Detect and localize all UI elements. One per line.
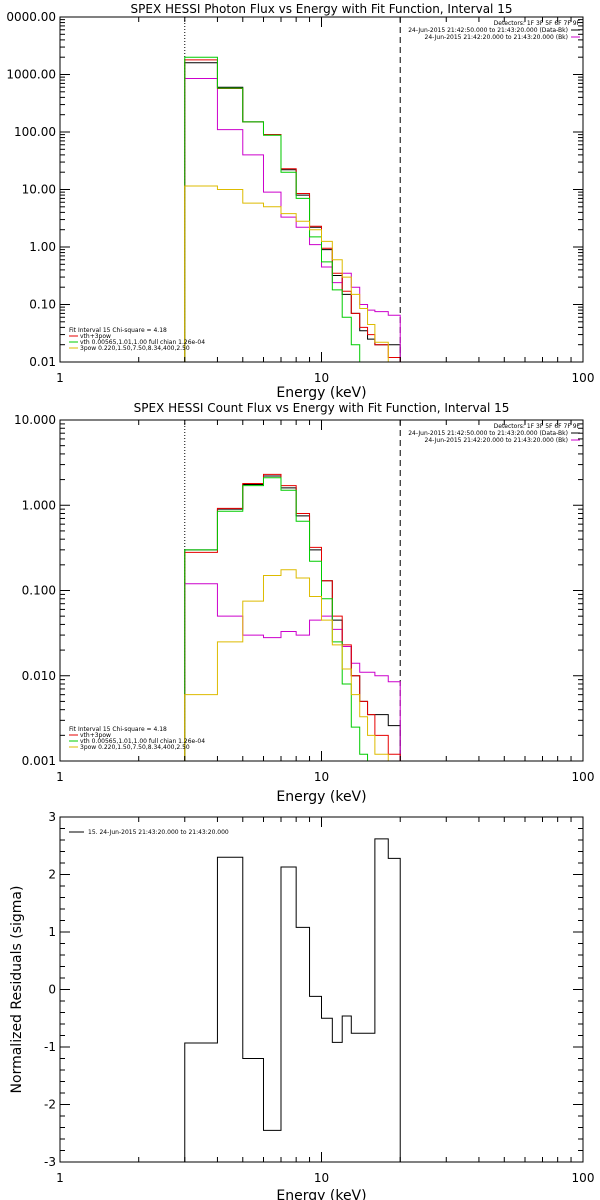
y-tick-label: 0	[48, 983, 56, 997]
series-line-3pow	[184, 569, 401, 761]
x-tick-label: 100	[572, 770, 595, 784]
legend-entry: vth 0.00565,1.01,1.00 full chian 1.26e-0…	[80, 339, 205, 346]
y-tick-label: -2	[44, 1098, 56, 1112]
legend-entry: 3pow 0.220,1.50,7.50,8.34,400,2.50	[80, 744, 190, 751]
y-tick-label: -1	[44, 1040, 56, 1054]
plot-title: SPEX HESSI Photon Flux vs Energy with Fi…	[131, 2, 513, 16]
y-tick-label: 1.00	[29, 240, 56, 254]
legend-entry: vth+3pow	[80, 732, 111, 739]
y-tick-label: 0.001	[22, 754, 56, 768]
y-tick-label: 3	[48, 810, 56, 824]
legend-entry: 3pow 0.220,1.50,7.50,8.34,400,2.50	[80, 345, 190, 352]
series-line-bk	[184, 78, 401, 362]
legend-entry: 15. 24-Jun-2015 21:43:20.000 to 21:43:20…	[88, 829, 229, 836]
series-line-residuals	[184, 838, 401, 1162]
series-line-vth	[184, 477, 401, 761]
x-axis-label: Energy (keV)	[276, 789, 366, 805]
y-tick-label: 1	[48, 925, 56, 939]
legend-entry: vth+3pow	[80, 333, 111, 340]
series-line-3pow	[184, 185, 401, 362]
data-interval-text: 24-Jun-2015 21:42:50.000 to 21:43:20.000…	[408, 27, 568, 34]
x-tick-label: 1	[56, 371, 64, 385]
x-axis-label: Energy (keV)	[276, 385, 366, 401]
data-interval-text: 24-Jun-2015 21:42:50.000 to 21:43:20.000…	[408, 430, 568, 437]
x-tick-label: 10	[314, 1171, 329, 1185]
y-tick-label: 2	[48, 868, 56, 882]
y-axis-label: Normalized Residuals (sigma)	[9, 886, 25, 1094]
y-tick-label: 0.100	[22, 584, 56, 598]
plot-frame	[59, 816, 584, 1163]
legend-header: Fit Interval 15 Chi-square = 4.18	[69, 327, 167, 334]
plot-title: SPEX HESSI Count Flux vs Energy with Fit…	[134, 401, 510, 415]
plot-frame	[59, 16, 584, 363]
y-tick-label: 10.000	[14, 413, 56, 427]
legend-header: Fit Interval 15 Chi-square = 4.18	[69, 726, 167, 733]
y-tick-label: 1000.00	[6, 68, 56, 82]
x-tick-label: 1	[56, 770, 64, 784]
y-tick-label: -3	[44, 1155, 56, 1169]
detectors-text: Detectors: 1F 3F 5F 6F 7F 9F	[494, 20, 581, 27]
x-tick-label: 10	[314, 770, 329, 784]
background-interval-text: 24-Jun-2015 21:42:20.000 to 21:43:20.000…	[425, 34, 568, 41]
y-tick-label: 0000.00	[6, 10, 56, 24]
series-line-vth	[184, 56, 401, 362]
y-tick-label: 0.010	[22, 669, 56, 683]
legend-entry: vth 0.00565,1.01,1.00 full chian 1.26e-0…	[80, 738, 205, 745]
y-tick-label: 10.00	[22, 183, 56, 197]
x-tick-label: 10	[314, 371, 329, 385]
y-tick-label: 0.10	[29, 298, 56, 312]
y-tick-label: 1.000	[22, 498, 56, 512]
series-line-vth-3pow	[184, 473, 401, 761]
x-tick-label: 100	[572, 1171, 595, 1185]
x-tick-label: 100	[572, 371, 595, 385]
y-tick-label: 100.00	[14, 125, 56, 139]
background-interval-text: 24-Jun-2015 21:42:20.000 to 21:43:20.000…	[425, 437, 568, 444]
y-tick-label: 0.01	[29, 355, 56, 369]
detectors-text: Detectors: 1F 3F 5F 6F 7F 9F	[494, 423, 581, 430]
x-tick-label: 1	[56, 1171, 64, 1185]
x-axis-label: Energy (keV)	[276, 1188, 366, 1200]
